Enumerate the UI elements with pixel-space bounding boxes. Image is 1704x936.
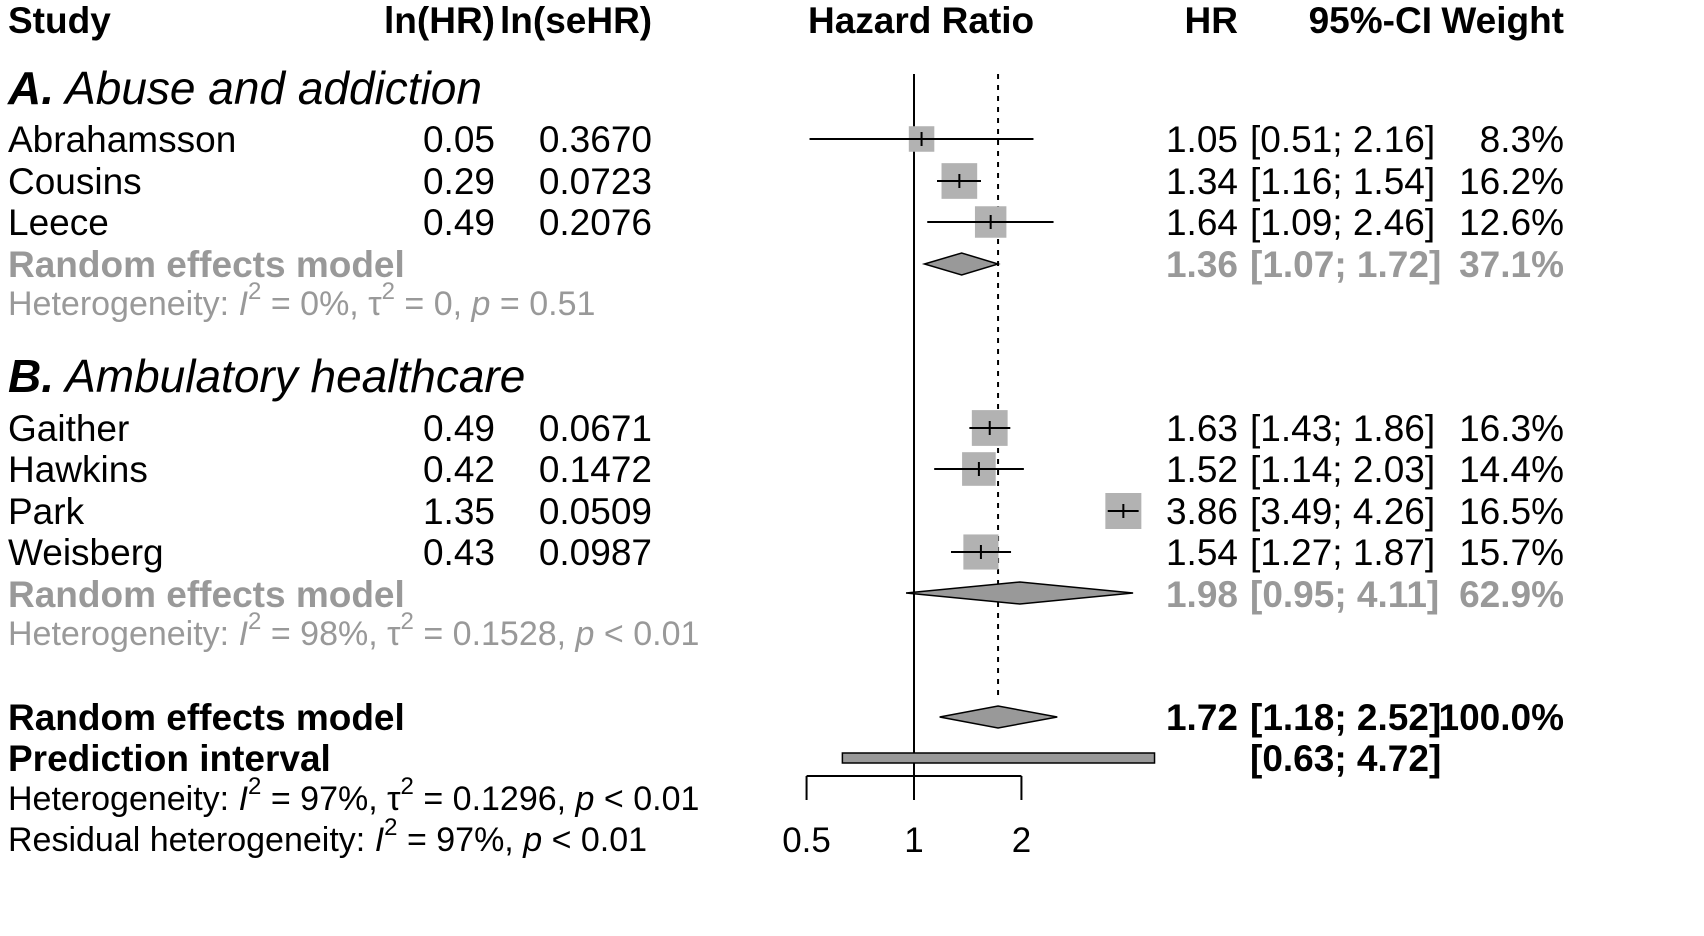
study-name: Hawkins [8,449,148,490]
overall-weight: 100.0% [1438,697,1565,738]
group-b-heterogeneity: Heterogeneity: I2 = 98%, τ2 = 0.1528, p … [8,608,700,653]
study-ln-hr: 0.29 [422,161,495,202]
header-study: Study [8,0,111,41]
x-tick-label: 2 [1012,821,1031,860]
study-ln-sehr: 0.0987 [538,532,652,573]
study-ln-sehr: 0.0509 [538,491,652,532]
prediction-interval-bar [841,752,1156,764]
study-hr: 1.54 [1165,532,1238,573]
header-hr: HR [1184,0,1238,41]
group-a-heading: A. Abuse and addiction [8,65,482,111]
study-hr: 1.52 [1165,449,1238,490]
study-name: Park [8,491,85,532]
header-weight: Weight [1441,0,1564,41]
study-ln-sehr: 0.1472 [538,449,652,490]
study-weight: 12.6% [1459,202,1564,243]
x-tick-label: 0.5 [782,821,831,860]
overall-hr: 1.72 [1165,697,1238,738]
header-ci: 95%-CI [1308,0,1432,41]
study-ci: [3.49; 4.26] [1250,491,1436,532]
study-hr: 1.05 [1165,119,1238,160]
subgroup-a-diamond [921,252,1001,276]
group-a-name: Abuse and addiction [65,62,482,114]
model-ci: [1.07; 1.72] [1250,244,1442,285]
study-hr: 1.64 [1165,202,1238,243]
study-weight: 15.7% [1459,532,1564,573]
study-weight: 8.3% [1479,119,1564,160]
study-ci: [1.14; 2.03] [1250,449,1436,490]
study-weight: 16.3% [1459,408,1564,449]
group-b-heading: B. Ambulatory healthcare [8,353,525,399]
model-hr: 1.36 [1165,244,1238,285]
study-ln-hr: 0.49 [422,408,495,449]
study-hr: 1.34 [1165,161,1238,202]
study-ln-sehr: 0.0723 [538,161,652,202]
model-hr: 1.98 [1165,574,1238,615]
x-tick-label: 1 [904,821,923,860]
header-ln-hr: ln(HR) [384,0,495,41]
group-b-letter: B. [8,350,54,402]
study-weight: 16.5% [1459,491,1564,532]
study-weight: 16.2% [1459,161,1564,202]
group-a-letter: A. [8,62,54,114]
overall-ci: [1.18; 2.52] [1250,697,1442,738]
overall-label: Random effects model [8,697,405,738]
study-ln-sehr: 0.2076 [538,202,652,243]
study-name: Abrahamsson [8,119,237,160]
study-name: Cousins [8,161,142,202]
model-ci: [0.95; 4.11] [1250,574,1440,615]
study-ci: [1.09; 2.46] [1250,202,1436,243]
study-ln-hr: 0.43 [422,532,495,573]
study-weight: 14.4% [1459,449,1564,490]
header-hazard-ratio: Hazard Ratio [808,0,1035,41]
study-ln-hr: 1.35 [422,491,495,532]
study-name: Leece [8,202,109,243]
overall-diamond [939,705,1058,729]
study-ci: [1.43; 1.86] [1250,408,1436,449]
study-ln-sehr: 0.3670 [538,119,652,160]
model-label: Random effects model [8,574,405,615]
group-a-heterogeneity: Heterogeneity: I2 = 0%, τ2 = 0, p = 0.51 [8,278,596,323]
model-weight: 62.9% [1459,574,1564,615]
study-name: Weisberg [8,532,164,573]
study-ln-sehr: 0.0671 [538,408,652,449]
model-weight: 37.1% [1459,244,1564,285]
study-ci: [1.27; 1.87] [1250,532,1436,573]
study-hr: 3.86 [1165,491,1238,532]
subgroup-b-diamond [905,581,1134,605]
study-name: Gaither [8,408,130,449]
study-ln-hr: 0.49 [422,202,495,243]
study-ln-hr: 0.05 [422,119,495,160]
prediction-label: Prediction interval [8,738,331,779]
study-ci: [0.51; 2.16] [1250,119,1436,160]
residual-heterogeneity: Residual heterogeneity: I2 = 97%, p < 0.… [8,814,648,859]
group-b-name: Ambulatory healthcare [65,350,526,402]
header-ln-sehr: ln(seHR) [500,0,653,41]
study-hr: 1.63 [1165,408,1238,449]
study-ci: [1.16; 1.54] [1250,161,1436,202]
overall-heterogeneity: Heterogeneity: I2 = 97%, τ2 = 0.1296, p … [8,773,700,818]
study-ln-hr: 0.42 [422,449,495,490]
prediction-ci: [0.63; 4.72] [1250,738,1442,779]
model-label: Random effects model [8,244,405,285]
